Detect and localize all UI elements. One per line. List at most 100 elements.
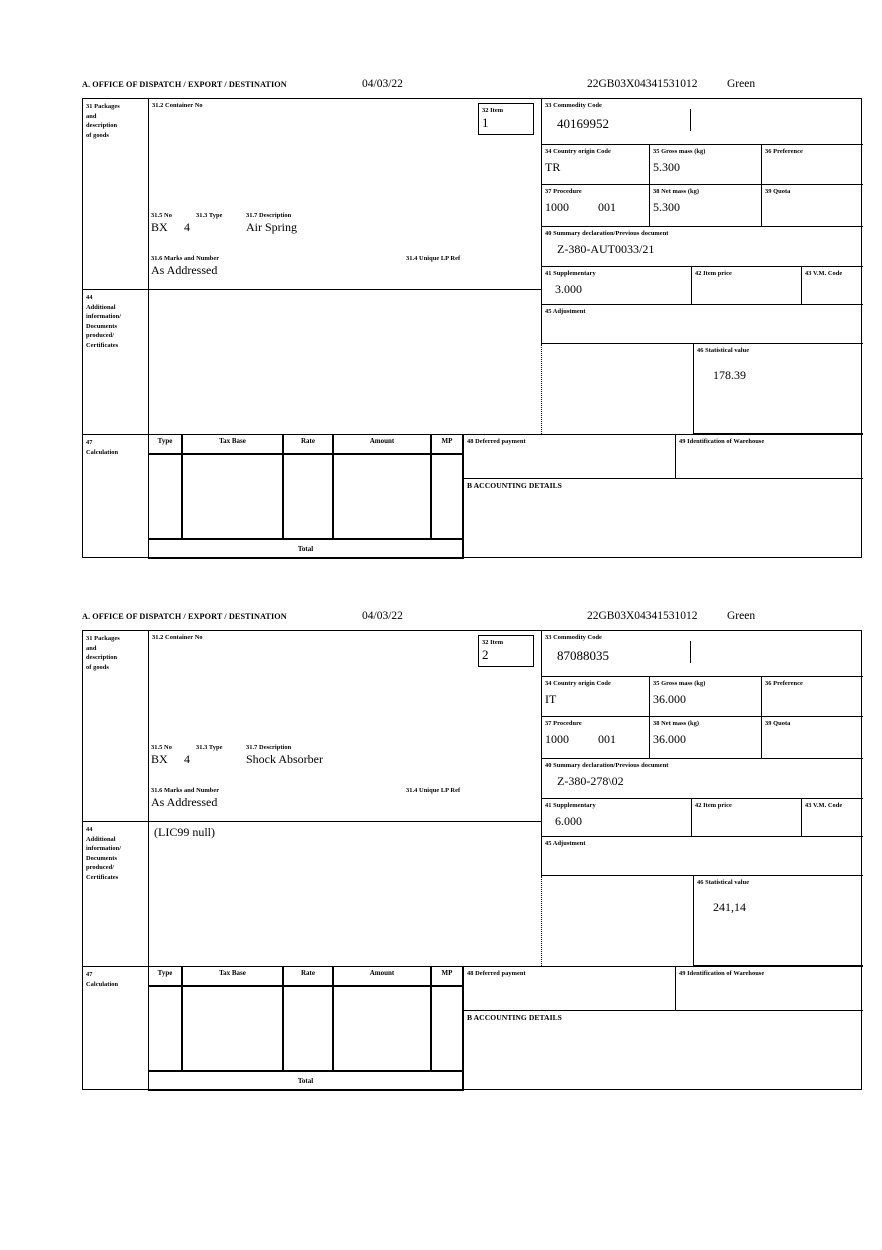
box-31-6-value: As Addressed xyxy=(151,263,218,277)
box-49-identification-of-warehouse[interactable]: 49 Identification of Warehouse xyxy=(675,434,863,479)
box-33-value: 40169952 xyxy=(557,115,609,131)
box-39-quota[interactable]: 39 Quota xyxy=(761,185,863,227)
box-33-value: 87088035 xyxy=(557,647,609,663)
calc-col-amount: Amount xyxy=(333,966,431,986)
box-31-3-value: 4 xyxy=(184,220,190,234)
box-40-summary-declaration[interactable]: 40 Summary declaration/Previous document… xyxy=(541,759,863,799)
box-31-7-label: 31.7 Description xyxy=(246,744,292,751)
box-42-item-price[interactable]: 42 Item price xyxy=(691,799,801,837)
box-b-accounting-details[interactable]: B ACCOUNTING DETAILS xyxy=(463,1011,863,1091)
box-38-net-mass[interactable]: 38 Net mass (kg) 36.000 xyxy=(649,717,761,759)
box-31-goods-line: 31.5 No 31.3 Type 31.7 Description BX 4 … xyxy=(151,211,481,241)
declaration-grid-1: 31 Packages and description of goods 31.… xyxy=(82,98,863,559)
declaration-sheet-2: A. OFFICE OF DISPATCH / EXPORT / DESTINA… xyxy=(82,610,863,1091)
box-34-country-origin-code[interactable]: 34 Country origin Code TR xyxy=(541,145,649,185)
box-31-5-value: BX xyxy=(151,220,168,234)
calc-cell-mp[interactable] xyxy=(431,454,463,539)
box-44-additional-information[interactable] xyxy=(148,289,541,434)
calc-total-row: Total xyxy=(148,1071,463,1091)
box-31-3-label: 31.3 Type xyxy=(196,744,223,751)
box-48-deferred-payment[interactable]: 48 Deferred payment xyxy=(463,434,675,479)
box-49-identification-of-warehouse[interactable]: 49 Identification of Warehouse xyxy=(675,966,863,1011)
box-37-procedure[interactable]: 37 Procedure 1000 001 xyxy=(541,185,649,227)
calc-cell-amount[interactable] xyxy=(333,986,431,1071)
declaration-date: 04/03/22 xyxy=(362,610,403,622)
sheet-header-1: A. OFFICE OF DISPATCH / EXPORT / DESTINA… xyxy=(82,78,862,98)
box-31-2-container-no[interactable]: 31.2 Container No xyxy=(148,631,478,821)
box-46-value: 178.39 xyxy=(713,367,746,382)
box-32-item-value: 1 xyxy=(482,114,489,130)
box-35-gross-mass[interactable]: 35 Gross mass (kg) 5.300 xyxy=(649,145,761,185)
calc-cell-amount[interactable] xyxy=(333,454,431,539)
box-32-item[interactable]: 32 Item 1 xyxy=(478,103,534,135)
calc-cell-rate[interactable] xyxy=(283,986,333,1071)
box-31-7-value: Air Spring xyxy=(246,220,297,234)
calc-col-tax-base: Tax Base xyxy=(182,434,283,454)
box-45-adjustment[interactable]: 45 Adjustment xyxy=(541,837,863,876)
box-40-summary-declaration[interactable]: 40 Summary declaration/Previous document… xyxy=(541,227,863,267)
box-37-value-2: 001 xyxy=(598,199,616,214)
box-38-net-mass[interactable]: 38 Net mass (kg) 5.300 xyxy=(649,185,761,227)
calc-cell-rate[interactable] xyxy=(283,454,333,539)
box-36-preference[interactable]: 36 Preference xyxy=(761,145,863,185)
box-31-4-label: 31.4 Unique LP Ref xyxy=(406,255,461,262)
declaration-grid-2: 31 Packages and description of goods 31.… xyxy=(82,630,863,1091)
box-37-value-2: 001 xyxy=(598,731,616,746)
box-44-additional-information[interactable]: (LIC99 null) xyxy=(148,821,541,966)
box-41-supplementary[interactable]: 41 Supplementary 3.000 xyxy=(541,267,691,305)
box-48-deferred-payment[interactable]: 48 Deferred payment xyxy=(463,966,675,1011)
calc-cell-type[interactable] xyxy=(148,454,182,539)
box-39-quota[interactable]: 39 Quota xyxy=(761,717,863,759)
box-38-value: 5.300 xyxy=(653,199,680,214)
box-b-accounting-details[interactable]: B ACCOUNTING DETAILS xyxy=(463,479,863,559)
calc-cell-type[interactable] xyxy=(148,986,182,1071)
box-33-commodity-code[interactable]: 33 Commodity Code 87088035 xyxy=(541,631,863,677)
box-31-3-label: 31.3 Type xyxy=(196,212,223,219)
declaration-colour: Green xyxy=(727,78,756,90)
calc-col-type: Type xyxy=(148,966,182,986)
box-31-6-value: As Addressed xyxy=(151,795,218,809)
calc-col-tax-base: Tax Base xyxy=(182,966,283,986)
box-31-6-label: 31.6 Marks and Number xyxy=(151,255,220,262)
box-40-value: Z-380-AUT0033/21 xyxy=(557,241,655,256)
calc-col-type: Type xyxy=(148,434,182,454)
box-31-stub: 31 Packages and description of goods xyxy=(86,635,120,671)
box-41-supplementary[interactable]: 41 Supplementary 6.000 xyxy=(541,799,691,837)
box-43-vm-code[interactable]: 43 V.M. Code xyxy=(801,799,863,837)
box-31-marks-line: 31.6 Marks and Number 31.4 Unique LP Ref… xyxy=(151,786,481,816)
box-34-value: IT xyxy=(545,691,557,706)
box-40-value: Z-380-278\02 xyxy=(557,773,624,788)
box-33-commodity-code[interactable]: 33 Commodity Code 40169952 xyxy=(541,99,863,145)
office-of-dispatch-label: A. OFFICE OF DISPATCH / EXPORT / DESTINA… xyxy=(82,612,287,621)
box-32-item-value: 2 xyxy=(482,646,489,662)
box-47-stub: 47 Calculation xyxy=(83,966,148,1091)
box-32-item[interactable]: 32 Item 2 xyxy=(478,635,534,667)
box-34-country-origin-code[interactable]: 34 Country origin Code IT xyxy=(541,677,649,717)
box-31-7-label: 31.7 Description xyxy=(246,212,292,219)
box-37-procedure[interactable]: 37 Procedure 1000 001 xyxy=(541,717,649,759)
box-45-adjustment[interactable]: 45 Adjustment xyxy=(541,305,863,344)
box-43-vm-code[interactable]: 43 V.M. Code xyxy=(801,267,863,305)
box-35-gross-mass[interactable]: 35 Gross mass (kg) 36.000 xyxy=(649,677,761,717)
box-41-value: 3.000 xyxy=(555,281,582,296)
box-46-statistical-value[interactable]: 46 Statistical value 178.39 xyxy=(693,344,863,434)
box-31-2-container-no[interactable]: 31.2 Container No xyxy=(148,99,478,289)
box-31-goods-line: 31.5 No 31.3 Type 31.7 Description BX 4 … xyxy=(151,743,481,773)
commodity-code-divider-tick xyxy=(690,641,691,663)
box-36-preference[interactable]: 36 Preference xyxy=(761,677,863,717)
calc-cell-tax-base[interactable] xyxy=(182,986,283,1071)
box-31-marks-line: 31.6 Marks and Number 31.4 Unique LP Ref… xyxy=(151,254,481,284)
box-35-value: 5.300 xyxy=(653,159,680,174)
calc-cell-tax-base[interactable] xyxy=(182,454,283,539)
calc-col-rate: Rate xyxy=(283,966,333,986)
box-31-7-value: Shock Absorber xyxy=(246,752,323,766)
box-44-stub: 44 Additional information/ Documents pro… xyxy=(83,289,148,434)
box-42-item-price[interactable]: 42 Item price xyxy=(691,267,801,305)
box-31-4-label: 31.4 Unique LP Ref xyxy=(406,787,461,794)
box-45-dotted-region xyxy=(541,344,693,434)
box-31-5-value: BX xyxy=(151,752,168,766)
calc-cell-mp[interactable] xyxy=(431,986,463,1071)
calc-col-mp: MP xyxy=(431,966,463,986)
box-37-value: 1000 xyxy=(545,731,569,746)
box-46-statistical-value[interactable]: 46 Statistical value 241,14 xyxy=(693,876,863,966)
